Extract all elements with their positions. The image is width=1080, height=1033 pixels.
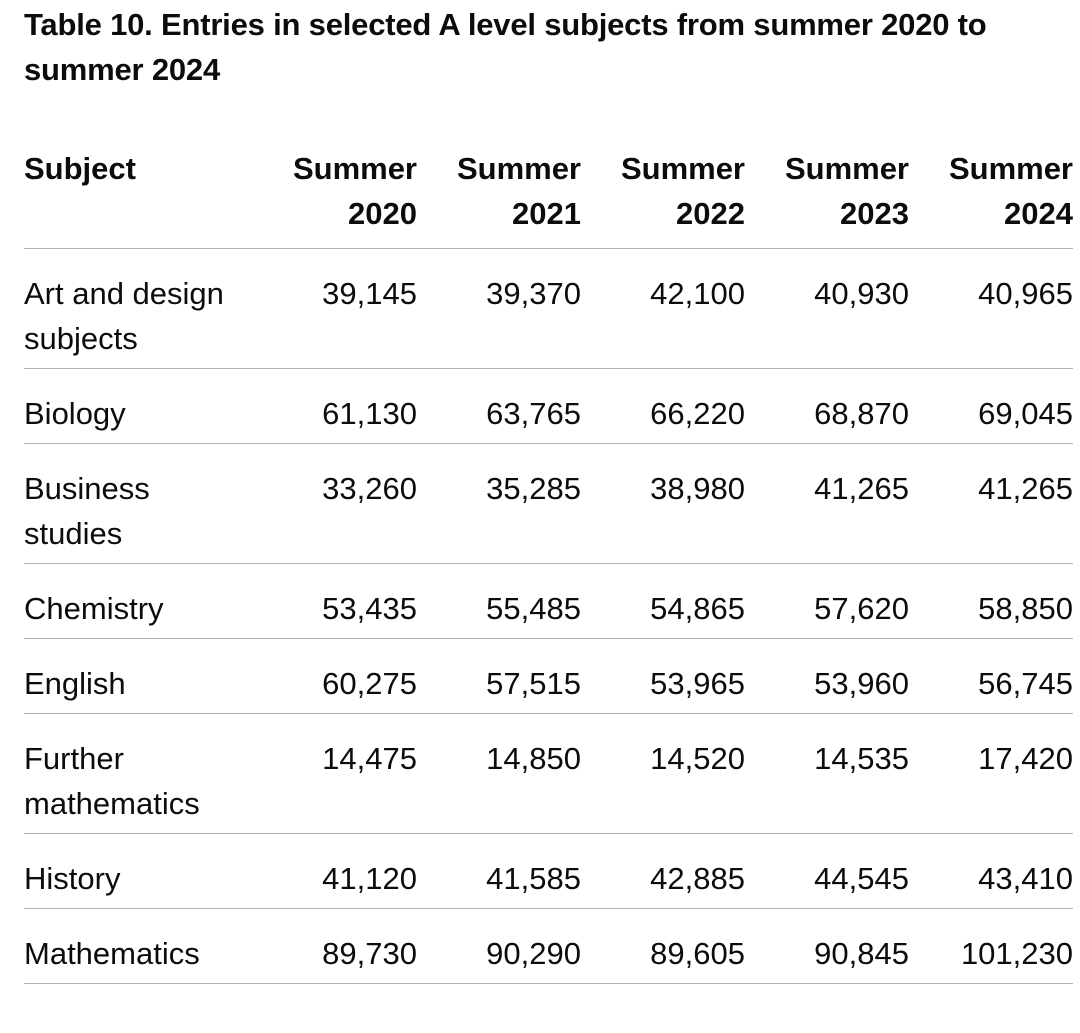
value-cell: 55,485 (417, 563, 581, 639)
value-cell: 63,765 (417, 368, 581, 444)
value-cell: 101,230 (909, 908, 1073, 984)
header-row: Subject Summer 2020 Summer 2021 Summer 2022… (24, 146, 1073, 249)
column-header-season: Summer (620, 151, 745, 186)
column-header-season: Summer (784, 151, 909, 186)
column-header-season: Summer (948, 151, 1073, 186)
value-cell: 40,930 (745, 248, 909, 369)
value-cell: 58,850 (909, 563, 1073, 639)
value-cell: 41,265 (745, 443, 909, 564)
column-header-season: Summer (456, 151, 581, 186)
value-cell: 42,100 (581, 248, 745, 369)
value-cell: 43,410 (909, 833, 1073, 909)
column-header-summer-2023: Summer 2023 (745, 146, 909, 249)
value-cell: 68,870 (745, 368, 909, 444)
column-header-season: Summer (292, 151, 417, 186)
value-cell: 14,535 (745, 713, 909, 834)
column-header-year: 2022 (676, 196, 745, 231)
column-header-summer-2021: Summer 2021 (417, 146, 581, 249)
column-header-summer-2024: Summer 2024 (909, 146, 1073, 249)
value-cell: 53,960 (745, 638, 909, 714)
value-cell: 56,745 (909, 638, 1073, 714)
entries-table: Subject Summer 2020 Summer 2021 Summer 2022… (24, 146, 1073, 984)
table-row: Mathematics 89,730 90,290 89,605 90,845 … (24, 908, 1073, 984)
value-cell: 14,850 (417, 713, 581, 834)
subject-cell: Mathematics (24, 908, 253, 984)
value-cell: 35,285 (417, 443, 581, 564)
value-cell: 69,045 (909, 368, 1073, 444)
table-row: Chemistry 53,435 55,485 54,865 57,620 58… (24, 563, 1073, 639)
value-cell: 33,260 (253, 443, 417, 564)
value-cell: 53,435 (253, 563, 417, 639)
table-row: Art and design subjects 39,145 39,370 42… (24, 248, 1073, 369)
table-caption: Table 10. Entries in selected A level su… (24, 7, 987, 87)
column-header-year: 2023 (840, 196, 909, 231)
table-row: Business studies 33,260 35,285 38,980 41… (24, 443, 1073, 564)
column-header-summer-2022: Summer 2022 (581, 146, 745, 249)
value-cell: 89,730 (253, 908, 417, 984)
value-cell: 17,420 (909, 713, 1073, 834)
subject-cell: Biology (24, 368, 253, 444)
table-row: History 41,120 41,585 42,885 44,545 43,4… (24, 833, 1073, 909)
value-cell: 61,130 (253, 368, 417, 444)
subject-cell: English (24, 638, 253, 714)
subject-cell: Art and design subjects (24, 248, 253, 369)
subject-cell: Chemistry (24, 563, 253, 639)
value-cell: 90,845 (745, 908, 909, 984)
value-cell: 57,620 (745, 563, 909, 639)
table-row: Biology 61,130 63,765 66,220 68,870 69,0… (24, 368, 1073, 444)
subject-cell: History (24, 833, 253, 909)
value-cell: 40,965 (909, 248, 1073, 369)
value-cell: 60,275 (253, 638, 417, 714)
value-cell: 90,290 (417, 908, 581, 984)
value-cell: 44,545 (745, 833, 909, 909)
value-cell: 53,965 (581, 638, 745, 714)
value-cell: 41,585 (417, 833, 581, 909)
table-row: English 60,275 57,515 53,965 53,960 56,7… (24, 638, 1073, 714)
value-cell: 54,865 (581, 563, 745, 639)
value-cell: 14,520 (581, 713, 745, 834)
column-header-year: 2020 (348, 196, 417, 231)
value-cell: 39,145 (253, 248, 417, 369)
table-row: Further mathematics 14,475 14,850 14,520… (24, 713, 1073, 834)
value-cell: 41,265 (909, 443, 1073, 564)
column-header-year: 2021 (512, 196, 581, 231)
value-cell: 41,120 (253, 833, 417, 909)
value-cell: 57,515 (417, 638, 581, 714)
table-header: Subject Summer 2020 Summer 2021 Summer 2022… (24, 146, 1073, 249)
value-cell: 89,605 (581, 908, 745, 984)
subject-cell: Business studies (24, 443, 253, 564)
subject-cell: Further mathematics (24, 713, 253, 834)
value-cell: 14,475 (253, 713, 417, 834)
column-header-subject: Subject (24, 146, 253, 249)
value-cell: 66,220 (581, 368, 745, 444)
column-header-year: 2024 (1004, 196, 1073, 231)
value-cell: 42,885 (581, 833, 745, 909)
value-cell: 38,980 (581, 443, 745, 564)
table-body: Art and design subjects 39,145 39,370 42… (24, 248, 1073, 984)
value-cell: 39,370 (417, 248, 581, 369)
column-header-summer-2020: Summer 2020 (253, 146, 417, 249)
